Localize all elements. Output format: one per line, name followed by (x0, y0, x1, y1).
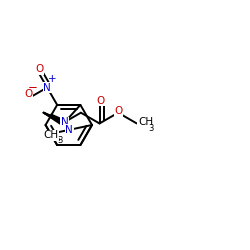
Text: O: O (114, 106, 122, 117)
Text: N: N (61, 117, 69, 127)
Text: N: N (43, 82, 51, 92)
Text: −: − (28, 81, 38, 94)
Text: CH: CH (43, 130, 59, 140)
Text: N: N (66, 125, 73, 135)
Text: O: O (35, 64, 43, 74)
Text: O: O (24, 89, 32, 99)
Text: +: + (48, 74, 56, 84)
Text: O: O (96, 96, 105, 106)
Text: 3: 3 (148, 124, 154, 133)
Text: 3: 3 (57, 136, 63, 145)
Text: CH: CH (138, 117, 153, 127)
